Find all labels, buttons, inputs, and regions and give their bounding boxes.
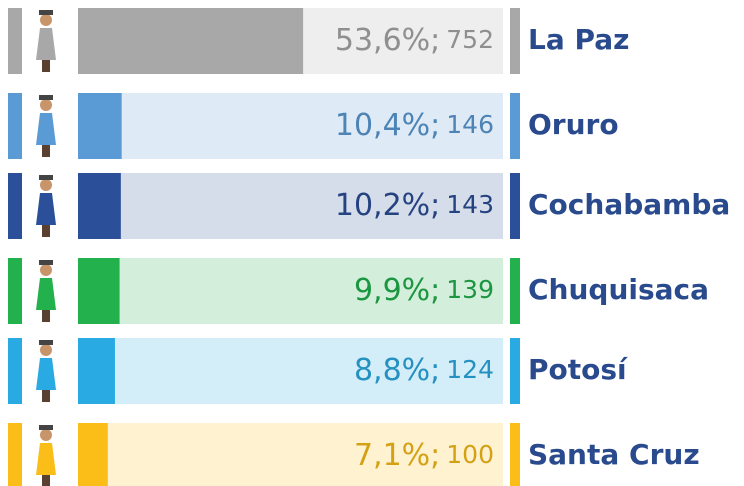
percent-label: 8,8%; xyxy=(354,353,440,388)
percent-label: 10,2%; xyxy=(335,188,440,223)
count-label: 124 xyxy=(446,355,494,384)
count-label: 146 xyxy=(446,110,494,139)
count-label: 143 xyxy=(446,190,494,219)
figure-body xyxy=(36,28,56,60)
value-label: 10,4%; 146 xyxy=(335,108,494,143)
figure-hat xyxy=(39,95,53,100)
bar-background xyxy=(78,258,503,324)
category-label: Oruro xyxy=(528,108,619,141)
figure-hat xyxy=(39,425,53,430)
bar xyxy=(78,93,122,159)
figure-head xyxy=(40,344,52,356)
figure-icon xyxy=(36,340,56,402)
figure-head xyxy=(40,99,52,111)
color-strip xyxy=(8,173,22,239)
bar xyxy=(78,258,120,324)
figure-legs xyxy=(42,310,50,322)
right-strip xyxy=(510,423,520,486)
category-label: Chuquisaca xyxy=(528,273,709,306)
percent-label: 10,4%; xyxy=(335,108,440,143)
figure-legs xyxy=(42,390,50,402)
right-strip xyxy=(510,93,520,159)
count-label: 752 xyxy=(446,25,494,54)
percent-label: 7,1%; xyxy=(354,438,440,473)
figure-icon xyxy=(36,260,56,322)
figure-legs xyxy=(42,475,50,486)
value-label: 10,2%; 143 xyxy=(335,188,494,223)
figure-body xyxy=(36,193,56,225)
color-strip xyxy=(8,423,22,486)
bar xyxy=(78,338,115,404)
value-label: 8,8%; 124 xyxy=(354,353,494,388)
color-strip xyxy=(8,258,22,324)
figure-icon xyxy=(36,175,56,237)
figure-legs xyxy=(42,225,50,237)
bar-background xyxy=(78,423,503,486)
category-label: Potosí xyxy=(528,353,628,386)
figure-icon xyxy=(36,425,56,486)
percent-label: 9,9%; xyxy=(354,273,440,308)
figure-hat xyxy=(39,175,53,180)
figure-legs xyxy=(42,60,50,72)
figure-hat xyxy=(39,260,53,265)
right-strip xyxy=(510,338,520,404)
bar-background xyxy=(78,173,503,239)
color-strip xyxy=(8,93,22,159)
right-strip xyxy=(510,8,520,74)
figure-icon xyxy=(36,10,56,72)
bar xyxy=(78,423,108,486)
figure-hat xyxy=(39,340,53,345)
category-label: Santa Cruz xyxy=(528,438,700,471)
category-label: La Paz xyxy=(528,23,629,56)
bar-background xyxy=(78,338,503,404)
right-strip xyxy=(510,173,520,239)
value-label: 53,6%; 752 xyxy=(335,23,494,58)
figure-head xyxy=(40,14,52,26)
percent-label: 53,6%; xyxy=(335,23,440,58)
value-label: 7,1%; 100 xyxy=(354,438,494,473)
figure-body xyxy=(36,443,56,475)
color-strip xyxy=(8,338,22,404)
color-strip xyxy=(8,8,22,74)
figure-body xyxy=(36,113,56,145)
bar xyxy=(78,8,304,74)
figure-legs xyxy=(42,145,50,157)
figure-head xyxy=(40,264,52,276)
figure-body xyxy=(36,358,56,390)
bar-background xyxy=(78,93,503,159)
figure-head xyxy=(40,179,52,191)
figure-hat xyxy=(39,10,53,15)
value-label: 9,9%; 139 xyxy=(354,273,494,308)
count-label: 100 xyxy=(446,440,494,469)
figure-body xyxy=(36,278,56,310)
category-label: Cochabamba xyxy=(528,188,730,221)
figure-head xyxy=(40,429,52,441)
figure-icon xyxy=(36,95,56,157)
right-strip xyxy=(510,258,520,324)
count-label: 139 xyxy=(446,275,494,304)
bar xyxy=(78,173,121,239)
